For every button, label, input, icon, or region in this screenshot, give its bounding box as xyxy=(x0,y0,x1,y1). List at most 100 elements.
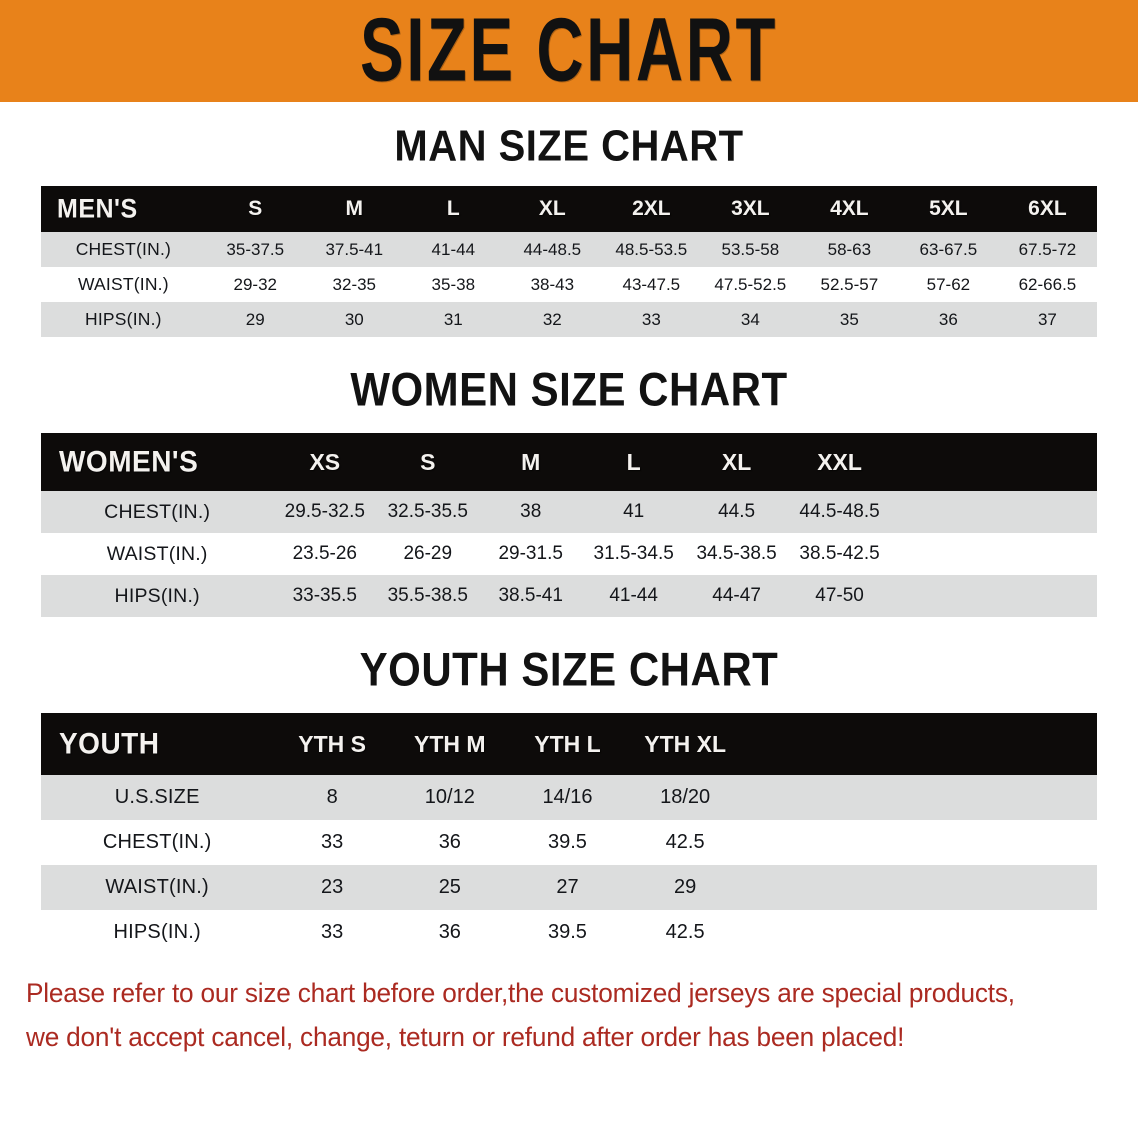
women-section-title: WOMEN SIZE CHART xyxy=(350,363,788,416)
man-cell-2-2: 31 xyxy=(443,309,463,329)
man-table-row: WAIST(IN.) 29-32 32-35 35-38 38-43 43-47.5 47.… xyxy=(41,267,1097,302)
youth-size-header-yth-m: YTH M xyxy=(414,730,486,757)
man-size-header-2xl: 2XL xyxy=(632,197,671,220)
youth-header-row: YOUTH YTH S YTH M YTH L YTH XL xyxy=(41,713,1097,775)
man-cell-0-1: 37.5-41 xyxy=(325,239,384,259)
man-cell-1-4: 43-47.5 xyxy=(622,274,681,294)
youth-cell-3-0: 33 xyxy=(321,921,344,943)
women-size-header-s: S xyxy=(420,448,436,475)
women-header-spacer-1 xyxy=(994,433,1097,491)
man-cell-2-1: 30 xyxy=(344,309,364,329)
women-cell-0-5: 44.5-48.5 xyxy=(799,501,880,522)
youth-table-wrap: YOUTH YTH S YTH M YTH L YTH XL U.S.SIZE 8 10/… xyxy=(41,713,1097,955)
man-cell-1-0: 29-32 xyxy=(233,274,277,294)
women-cell-2-1: 35.5-38.5 xyxy=(387,585,468,606)
man-cell-0-5: 53.5-58 xyxy=(721,239,780,259)
youth-cell-2-3: 29 xyxy=(674,876,697,898)
youth-table-row: HIPS(IN.) 33 36 39.5 42.5 xyxy=(41,910,1097,955)
youth-header-spacer-1 xyxy=(862,713,980,775)
youth-cell-1-1: 36 xyxy=(438,831,461,853)
man-cell-0-8: 67.5-72 xyxy=(1018,239,1077,259)
women-cell-spacer-2-1 xyxy=(994,575,1097,617)
youth-cell-spacer-3-2 xyxy=(979,910,1097,955)
man-cell-2-6: 35 xyxy=(839,309,859,329)
youth-table-row: WAIST(IN.) 23 25 27 29 xyxy=(41,865,1097,910)
man-table-wrap: MEN'S S M L XL 2XL 3XL 4XL 5XL 6XL CHEST(IN.) 35-… xyxy=(41,186,1097,337)
man-cell-2-7: 36 xyxy=(938,309,958,329)
page-banner: SIZE CHART xyxy=(0,0,1138,102)
man-cell-2-3: 32 xyxy=(542,309,562,329)
youth-cell-spacer-3-1 xyxy=(862,910,980,955)
youth-size-header-yth-s: YTH S xyxy=(298,730,367,757)
women-cell-spacer-0-0 xyxy=(891,491,994,533)
women-cell-2-0: 33-35.5 xyxy=(292,585,358,606)
man-cell-0-4: 48.5-53.5 xyxy=(615,239,688,259)
man-row-label-1: WAIST(IN.) xyxy=(77,274,169,294)
man-size-header-xl: XL xyxy=(538,197,566,220)
women-header-spacer-0 xyxy=(891,433,994,491)
youth-table-row: CHEST(IN.) 33 36 39.5 42.5 xyxy=(41,820,1097,865)
man-size-header-s: S xyxy=(248,197,263,220)
women-cell-1-0: 23.5-26 xyxy=(292,543,358,564)
youth-cell-spacer-1-1 xyxy=(862,820,980,865)
man-row-label-0: CHEST(IN.) xyxy=(75,239,172,259)
women-cell-spacer-1-1 xyxy=(994,533,1097,575)
youth-cell-1-2: 39.5 xyxy=(548,831,587,853)
women-size-header-xs: XS xyxy=(309,448,341,475)
man-size-header-3xl: 3XL xyxy=(731,197,770,220)
youth-table-row: U.S.SIZE 8 10/12 14/16 18/20 xyxy=(41,775,1097,820)
man-cell-1-7: 57-62 xyxy=(926,274,971,294)
women-table-wrap: WOMEN'S XS S M L XL XXL CHEST(IN.) 29.5-32.5 32… xyxy=(41,433,1097,617)
women-cell-2-2: 38.5-41 xyxy=(498,585,563,606)
man-size-header-6xl: 6XL xyxy=(1028,197,1067,220)
man-cell-0-2: 41-44 xyxy=(431,239,476,259)
man-size-header-l: L xyxy=(446,197,460,220)
women-table-head: WOMEN'S XS S M L XL XXL xyxy=(41,433,1097,491)
youth-size-header-yth-l: YTH L xyxy=(534,730,601,757)
man-table-head: MEN'S S M L XL 2XL 3XL 4XL 5XL 6XL xyxy=(41,186,1097,232)
man-section-title: MAN SIZE CHART xyxy=(394,121,744,171)
man-row-label-2: HIPS(IN.) xyxy=(85,309,162,329)
youth-cell-spacer-2-2 xyxy=(979,865,1097,910)
man-table-row: HIPS(IN.) 29 30 31 32 33 34 35 36 37 xyxy=(41,302,1097,337)
youth-cell-3-3: 42.5 xyxy=(665,921,705,943)
women-cell-2-4: 44-47 xyxy=(712,585,761,606)
women-size-header-m: M xyxy=(521,448,541,475)
youth-cell-spacer-0-0 xyxy=(744,775,862,820)
youth-cell-spacer-0-2 xyxy=(979,775,1097,820)
youth-cell-spacer-2-1 xyxy=(862,865,980,910)
women-cell-spacer-1-0 xyxy=(891,533,994,575)
women-cell-2-5: 47-50 xyxy=(815,585,864,606)
women-size-header-xl: XL xyxy=(721,448,752,475)
youth-corner-label: YOUTH xyxy=(59,727,160,760)
man-cell-0-0: 35-37.5 xyxy=(226,239,285,259)
youth-table-head: YOUTH YTH S YTH M YTH L YTH XL xyxy=(41,713,1097,775)
women-cell-1-3: 31.5-34.5 xyxy=(593,543,674,564)
man-cell-1-8: 62-66.5 xyxy=(1018,274,1077,294)
women-corner-label: WOMEN'S xyxy=(59,445,199,478)
man-cell-1-5: 47.5-52.5 xyxy=(714,274,787,294)
man-cell-0-3: 44-48.5 xyxy=(523,239,582,259)
man-cell-2-5: 34 xyxy=(740,309,760,329)
youth-cell-spacer-2-0 xyxy=(744,865,862,910)
women-row-label-2: HIPS(IN.) xyxy=(114,584,200,607)
man-cell-2-0: 29 xyxy=(245,309,265,329)
man-cell-0-7: 63-67.5 xyxy=(919,239,978,259)
women-size-table: WOMEN'S XS S M L XL XXL CHEST(IN.) 29.5-32.5 32… xyxy=(41,433,1097,617)
man-cell-1-6: 52.5-57 xyxy=(820,274,879,294)
youth-header-spacer-2 xyxy=(979,713,1097,775)
women-cell-0-4: 44.5 xyxy=(718,501,756,522)
man-table-body: CHEST(IN.) 35-37.5 37.5-41 41-44 44-48.5 48.5… xyxy=(41,232,1097,337)
youth-section-title: YOUTH SIZE CHART xyxy=(359,643,779,696)
man-cell-0-6: 58-63 xyxy=(827,239,872,259)
women-table-body: CHEST(IN.) 29.5-32.5 32.5-35.5 38 41 44.5 44.5… xyxy=(41,491,1097,617)
disclaimer: Please refer to our size chart before or… xyxy=(26,971,1079,1059)
women-cell-1-1: 26-29 xyxy=(403,543,453,564)
youth-row-label-2: WAIST(IN.) xyxy=(105,876,209,898)
women-cell-1-5: 38.5-42.5 xyxy=(799,543,880,564)
man-size-header-m: M xyxy=(345,197,364,220)
man-size-table: MEN'S S M L XL 2XL 3XL 4XL 5XL 6XL CHEST(IN.) 35-… xyxy=(41,186,1097,337)
youth-cell-0-1: 10/12 xyxy=(424,786,475,808)
youth-cell-1-3: 42.5 xyxy=(665,831,705,853)
women-cell-spacer-2-0 xyxy=(891,575,994,617)
